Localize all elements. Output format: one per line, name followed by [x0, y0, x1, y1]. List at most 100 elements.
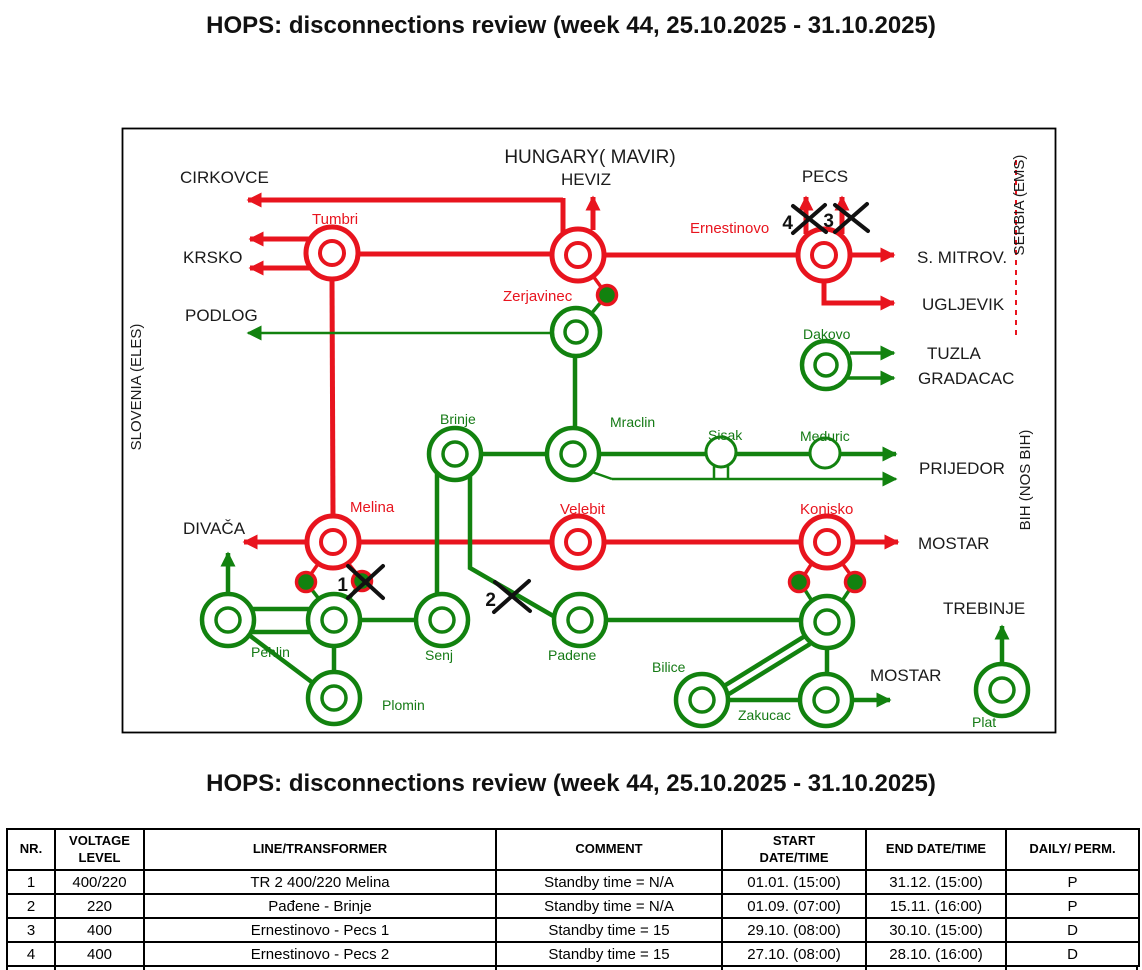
- table-row: 3 400 Ernestinovo - Pecs 1 Standby time …: [6, 917, 1140, 943]
- node-plat-inner: [988, 676, 1016, 704]
- node-melina-inner: [319, 528, 347, 556]
- cell-daily-perm: P: [1005, 869, 1140, 895]
- disconnection-x-pecs2: [791, 203, 828, 235]
- cell-voltage: 400/220: [54, 869, 145, 895]
- label-melina: Melina: [350, 499, 395, 516]
- transformer-konjsko-2: [843, 570, 867, 594]
- node-mraclin-inner: [559, 440, 587, 468]
- label-smitrov: S. MITROV.: [917, 248, 1007, 267]
- cell-voltage: 400: [54, 917, 145, 943]
- label-mostar-400: MOSTAR: [918, 534, 989, 553]
- tap-mraclin-branch: [591, 470, 613, 481]
- transformer-konjsko-1: [787, 570, 811, 594]
- node-dakovo-inner: [813, 352, 839, 378]
- table-continuation-stubs: [6, 966, 1138, 970]
- label-trebinje: TREBINJE: [943, 599, 1025, 618]
- transformer-melina-1: [294, 570, 318, 594]
- label-meduric: Meduric: [800, 428, 850, 444]
- disconnections-table: NR. VOLTAGE LEVEL LINE/TRANSFORMER COMME…: [6, 828, 1140, 967]
- node-velebit-inner: [564, 528, 592, 556]
- disconnection-x-melina: [346, 564, 385, 600]
- label-zakucac: Zakucac: [738, 707, 791, 723]
- grid-diagram: 1 2 3 4 HUNGARY( MAVIR) HEVIZ PECS CIRKO…: [121, 127, 1057, 734]
- label-krsko: KRSKO: [183, 248, 243, 267]
- label-brinje: Brinje: [440, 411, 476, 427]
- node-sisak: [704, 435, 738, 469]
- node-ernestinovo-inner: [810, 241, 838, 269]
- col-header-start-datetime: START DATE/TIME: [721, 828, 867, 871]
- diagram-border: [121, 127, 1057, 734]
- label-prijedor: PRIJEDOR: [919, 459, 1005, 478]
- label-velebit: Velebit: [560, 501, 606, 518]
- label-bih-nosbih: BIH (NOS BIH): [1017, 430, 1034, 531]
- label-ernestinovo: Ernestinovo: [690, 220, 769, 237]
- cell-comment: Standby time = N/A: [495, 893, 723, 919]
- line-to-ugljevik: [821, 281, 896, 311]
- line-konjsko220-bilice-2: [727, 642, 812, 696]
- node-tumbri-inner: [318, 239, 346, 267]
- table-row: 1 400/220 TR 2 400/220 Melina Standby ti…: [6, 869, 1140, 895]
- label-slovenia-eles: SLOVENIA (ELES): [128, 324, 145, 451]
- node-zakucac-inner: [812, 686, 840, 714]
- label-konjsko: Konjsko: [800, 501, 853, 518]
- line-west-plomin: [247, 633, 315, 685]
- col-header-line-transformer: LINE/TRANSFORMER: [143, 828, 497, 871]
- node-pehlin-inner: [320, 606, 348, 634]
- line-konjsko220-bilice-1: [722, 634, 807, 688]
- table-header-row: NR. VOLTAGE LEVEL LINE/TRANSFORMER COMME…: [6, 828, 1140, 871]
- tap-melina-tr1-400side: [309, 562, 320, 576]
- disconnection-x-padene-brinje: [492, 579, 532, 614]
- cell-nr: 2: [6, 893, 56, 919]
- mark-number-2: 2: [485, 590, 496, 611]
- cell-end: 15.11. (16:00): [865, 893, 1007, 919]
- cell-comment: Standby time = 15: [495, 917, 723, 943]
- label-divaca: DIVAČA: [183, 519, 246, 538]
- cell-voltage: 220: [54, 893, 145, 919]
- cell-voltage: 400: [54, 941, 145, 967]
- label-dakovo: Dakovo: [803, 326, 851, 342]
- label-gradacac: GRADACAC: [918, 369, 1014, 388]
- label-tuzla: TUZLA: [927, 344, 982, 363]
- mark-number-4: 4: [782, 213, 793, 234]
- cell-end: 30.10. (15:00): [865, 917, 1007, 943]
- cell-start: 01.09. (07:00): [721, 893, 867, 919]
- node-plomin-inner: [320, 684, 348, 712]
- label-cirkovce: CIRKOVCE: [180, 168, 269, 187]
- page-title: HOPS: disconnections review (week 44, 25…: [206, 12, 936, 39]
- line-brinje-padene: [467, 475, 557, 619]
- node-konjsko-220-inner: [813, 608, 841, 636]
- label-plat: Plat: [972, 714, 996, 730]
- cell-start: 27.10. (08:00): [721, 941, 867, 967]
- label-pecs: PECS: [802, 167, 848, 186]
- disconnection-x-pecs1: [833, 202, 870, 234]
- node-zerjavinec-400-inner: [564, 241, 592, 269]
- transformer-zerjavinec: [595, 283, 619, 307]
- col-header-voltage-level: VOLTAGE LEVEL: [54, 828, 145, 871]
- mark-number-3: 3: [823, 211, 834, 232]
- line-tumbri-melina: [329, 278, 336, 517]
- cell-comment: Standby time = 15: [495, 941, 723, 967]
- table-title: HOPS: disconnections review (week 44, 25…: [206, 770, 936, 797]
- table-row: 4 400 Ernestinovo - Pecs 2 Standby time …: [6, 941, 1140, 967]
- label-sisak: Sisak: [708, 427, 743, 443]
- label-ugljevik: UGLJEVIK: [922, 295, 1005, 314]
- col-header-nr: NR.: [6, 828, 56, 871]
- cell-nr: 4: [6, 941, 56, 967]
- cell-comment: Standby time = N/A: [495, 869, 723, 895]
- label-zerjavinec: Zerjavinec: [503, 288, 573, 305]
- mark-number-1: 1: [337, 575, 348, 596]
- node-senj-inner: [428, 606, 456, 634]
- node-konjsko-inner: [813, 528, 841, 556]
- label-hungary-mavir: HUNGARY( MAVIR): [504, 147, 675, 168]
- node-meduric: [808, 436, 842, 470]
- col-header-end-datetime: END DATE/TIME: [865, 828, 1007, 871]
- node-zerjavinec-220-inner: [563, 319, 589, 345]
- label-serbia-ems: SERBIA (EMS): [1011, 155, 1028, 256]
- cell-nr: 3: [6, 917, 56, 943]
- cell-line: Pađene - Brinje: [143, 893, 497, 919]
- label-tumbri: Tumbri: [312, 211, 358, 228]
- label-padene: Padene: [548, 647, 596, 663]
- label-podlog: PODLOG: [185, 306, 258, 325]
- col-header-daily-perm: DAILY/ PERM.: [1005, 828, 1140, 871]
